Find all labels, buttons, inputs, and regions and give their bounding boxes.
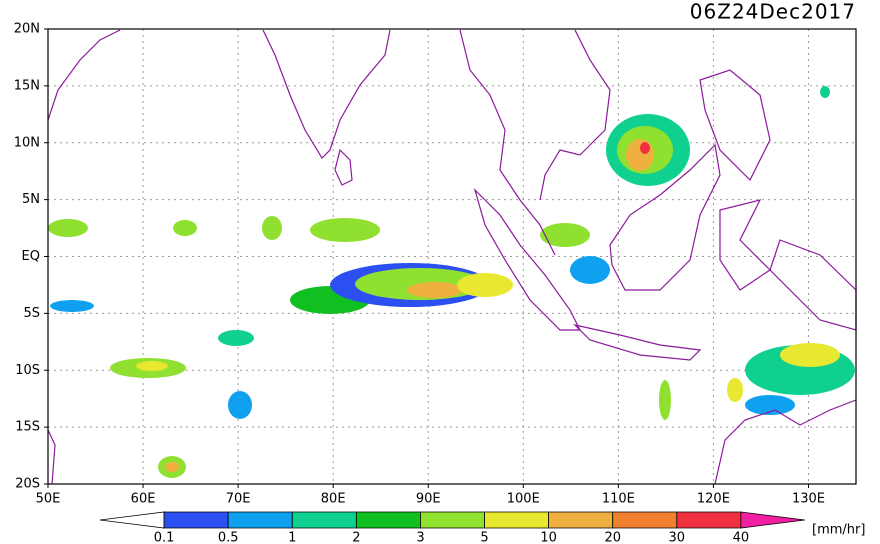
- colorbar-label: 30: [669, 531, 686, 544]
- rain-area: [48, 219, 88, 237]
- colorbar-box: [484, 511, 550, 529]
- colorbar-box: [163, 511, 229, 529]
- rain-area: [640, 142, 650, 154]
- lon-tick-label: 80E: [321, 492, 346, 507]
- lon-tick-label: 70E: [226, 492, 251, 507]
- lon-tick-label: 130E: [792, 492, 825, 507]
- colorbar-box: [548, 511, 614, 529]
- coastline: [47, 429, 56, 485]
- rain-area: [407, 282, 463, 298]
- rain-area: [50, 300, 94, 312]
- map-title: 06Z24Dec2017: [690, 0, 856, 24]
- rain-area: [570, 256, 610, 284]
- coastline: [769, 239, 857, 331]
- coastline: [47, 29, 121, 121]
- colorbar-box: [227, 511, 293, 529]
- coastline: [459, 29, 556, 256]
- lon-tick-label: 100E: [507, 492, 540, 507]
- coastline: [262, 29, 391, 159]
- colorbar-label: 3: [416, 531, 424, 544]
- colorbar-label: 40: [733, 531, 750, 544]
- rain-area: [136, 361, 168, 371]
- coastline: [719, 199, 771, 291]
- colorbar-box: [420, 511, 485, 529]
- rain-areas: [48, 86, 855, 478]
- rain-area: [457, 273, 513, 297]
- rain-area: [780, 343, 840, 367]
- lat-tick-label: 5S: [23, 306, 40, 321]
- coastline: [714, 399, 857, 485]
- colorbar-label: 0.1: [154, 531, 175, 544]
- colorbar-label: 10: [540, 531, 557, 544]
- lat-tick-label: 10N: [14, 135, 40, 150]
- rain-area: [165, 462, 179, 472]
- coastline: [539, 29, 611, 201]
- rain-area: [310, 218, 380, 242]
- colorbar-box: [612, 511, 678, 529]
- rain-area: [173, 220, 197, 236]
- lon-tick-label: 110E: [602, 492, 635, 507]
- coastline: [609, 143, 721, 291]
- lat-tick-label: 15S: [15, 420, 40, 435]
- lat-tick-label: 20S: [15, 477, 40, 492]
- colorbar-box: [355, 511, 421, 529]
- coastlines: [47, 29, 857, 485]
- coastline: [473, 187, 581, 331]
- colorbar-box: [291, 511, 357, 529]
- rain-area: [262, 216, 282, 240]
- colorbar-label: 1: [288, 531, 296, 544]
- rain-area: [820, 86, 830, 98]
- lon-tick-label: 90E: [416, 492, 441, 507]
- colorbar-label: 0.5: [218, 531, 239, 544]
- lon-tick-label: 50E: [36, 492, 61, 507]
- rain-area: [745, 395, 795, 415]
- colorbar-box: [740, 511, 806, 529]
- lat-tick-label: 15N: [14, 78, 40, 93]
- rain-area: [228, 391, 252, 419]
- colorbar-label: 5: [480, 531, 488, 544]
- lat-tick-label: 5N: [22, 192, 40, 207]
- colorbar-label: 20: [604, 531, 621, 544]
- colorbar-box: [676, 511, 742, 529]
- rain-area: [659, 380, 671, 420]
- lon-tick-label: 60E: [131, 492, 156, 507]
- coastline: [334, 148, 353, 186]
- colorbar-unit: [mm/hr]: [812, 523, 865, 538]
- lat-tick-label: EQ: [22, 249, 40, 264]
- lat-tick-label: 20N: [14, 22, 40, 37]
- coastline: [573, 323, 702, 361]
- lat-tick-label: 10S: [15, 363, 40, 378]
- colorbar-label: 2: [352, 531, 360, 544]
- rain-area: [218, 330, 254, 346]
- coastline: [699, 69, 771, 182]
- colorbar-box: [99, 511, 165, 529]
- rain-area: [626, 139, 654, 171]
- rain-area: [727, 378, 743, 402]
- rain-area: [540, 223, 590, 247]
- lon-tick-label: 120E: [697, 492, 730, 507]
